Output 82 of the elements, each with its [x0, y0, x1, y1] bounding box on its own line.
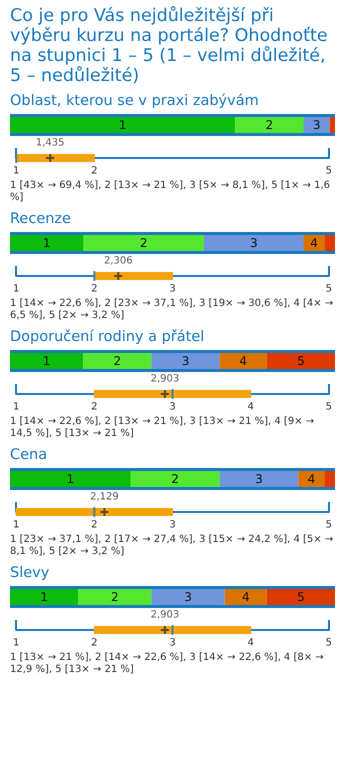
bar: [10, 235, 84, 251]
x-tick-label: 5: [326, 284, 332, 294]
bar: [303, 117, 330, 133]
bar: [78, 589, 152, 605]
bar: [303, 235, 325, 251]
bar: [204, 235, 304, 251]
text: 1 [23× → 37,1 %], 2 [17× → 27,4 %], 3 [15× → 24,2 %], 4 [5× → 8,1 %], 5 [2× → 3,2 %]: [10, 534, 334, 558]
bar: [224, 589, 267, 605]
series-label: 1: [42, 354, 50, 368]
x-tick-label: 2: [91, 402, 98, 412]
bar: [220, 353, 267, 369]
series-label: 2: [266, 118, 274, 132]
bar: [266, 353, 335, 369]
text: 2,903: [150, 374, 180, 384]
x-tick-label: 3: [169, 638, 176, 648]
x-tick-label: 1: [12, 520, 20, 530]
series-label: 3: [255, 472, 263, 486]
series-label: 4: [308, 472, 316, 486]
x-tick-label: 1: [12, 284, 20, 294]
bar: [130, 471, 220, 487]
chart-title: Recenze: [10, 210, 72, 228]
x-tick-label: 5: [326, 402, 332, 412]
series-label: 1: [40, 590, 48, 604]
series-label: 4: [239, 354, 248, 368]
x-tick-label: 4: [247, 638, 254, 648]
x-tick-label: 5: [326, 520, 332, 530]
series-label: 3: [182, 354, 190, 368]
x-tick-label: 1: [12, 402, 20, 412]
bar: [151, 353, 220, 369]
series-label: 4: [310, 236, 318, 250]
text: 1,435: [36, 138, 64, 148]
series-label: 3: [250, 236, 258, 250]
x-tick-label: 2: [91, 520, 98, 530]
x-tick-label: 1: [12, 638, 20, 648]
series-label: 2: [110, 590, 119, 604]
bar: [235, 117, 304, 133]
series-label: 2: [140, 236, 148, 250]
series-label: 2: [171, 472, 179, 486]
text: 2,306: [104, 256, 133, 266]
bar: [10, 471, 131, 487]
bar: [324, 471, 335, 487]
chart-title: Slevy: [10, 564, 50, 582]
x-tick-label: 3: [169, 520, 176, 530]
series-label: 1: [66, 472, 74, 486]
text: 1 [43× → 69,4 %], 2 [13× → 21 %], 3 [5× → 8,1 %], 5 [1× → 1,6 %]: [10, 180, 332, 204]
series-label: 1: [118, 118, 126, 132]
x-tick-label: 5: [326, 166, 332, 176]
x-tick-label: 2: [91, 638, 98, 648]
x-tick-label: 1: [12, 166, 20, 176]
x-tick-label: 5: [326, 638, 332, 648]
text: 1 [14× → 22,6 %], 2 [23× → 37,1 %], 3 [19× → 30,6 %], 4 [4× → 6,5 %], 5 [2× → 3,2 %]: [10, 298, 334, 322]
bar: [10, 589, 78, 605]
series-label: 2: [113, 354, 122, 368]
bar: [330, 117, 335, 133]
bar: [10, 117, 236, 133]
x-tick-label: 2: [91, 166, 98, 176]
bar: [83, 353, 152, 369]
bar: [151, 589, 225, 605]
bar: [298, 471, 325, 487]
x-tick-label: 3: [169, 402, 176, 412]
text: 1 [14× → 22,6 %], 2 [13× → 21 %], 3 [13× → 21 %], 4 [9× → 14,5 %], 5 [13× → 21 %]: [10, 416, 316, 440]
bar: [83, 235, 204, 251]
series-label: 4: [242, 590, 250, 604]
bar: [10, 353, 84, 369]
bar: [266, 589, 335, 605]
chart-title: Doporučení rodiny a přátel: [10, 328, 206, 346]
chart-title: Co je pro Vás nejdůležitější při výběru kurzu na portále? Ohodnoťte na stupnici 1 – 5 (1 – velmi důležité, 5 – nedůležité): [10, 6, 329, 86]
series-label: 5: [297, 590, 305, 604]
text: 2,129: [90, 492, 119, 502]
x-tick-label: 4: [247, 402, 254, 412]
bar: [324, 235, 335, 251]
series-label: 3: [312, 118, 320, 132]
x-tick-label: 2: [91, 284, 98, 294]
text: 2,903: [150, 610, 180, 620]
series-label: 1: [42, 236, 51, 250]
x-tick-label: 3: [169, 284, 176, 294]
text: 1 [13× → 21 %], 2 [14× → 22,6 %], 3 [14× → 22,6 %], 4 [8× → 12,9 %], 5 [13× → 21 %]: [10, 652, 325, 676]
series-label: 3: [184, 590, 192, 604]
chart-subtitle: Oblast, kterou se v praxi zabývám: [10, 92, 260, 110]
series-label: 5: [297, 354, 305, 368]
chart-title: Cena: [10, 446, 48, 464]
bar: [220, 471, 298, 487]
